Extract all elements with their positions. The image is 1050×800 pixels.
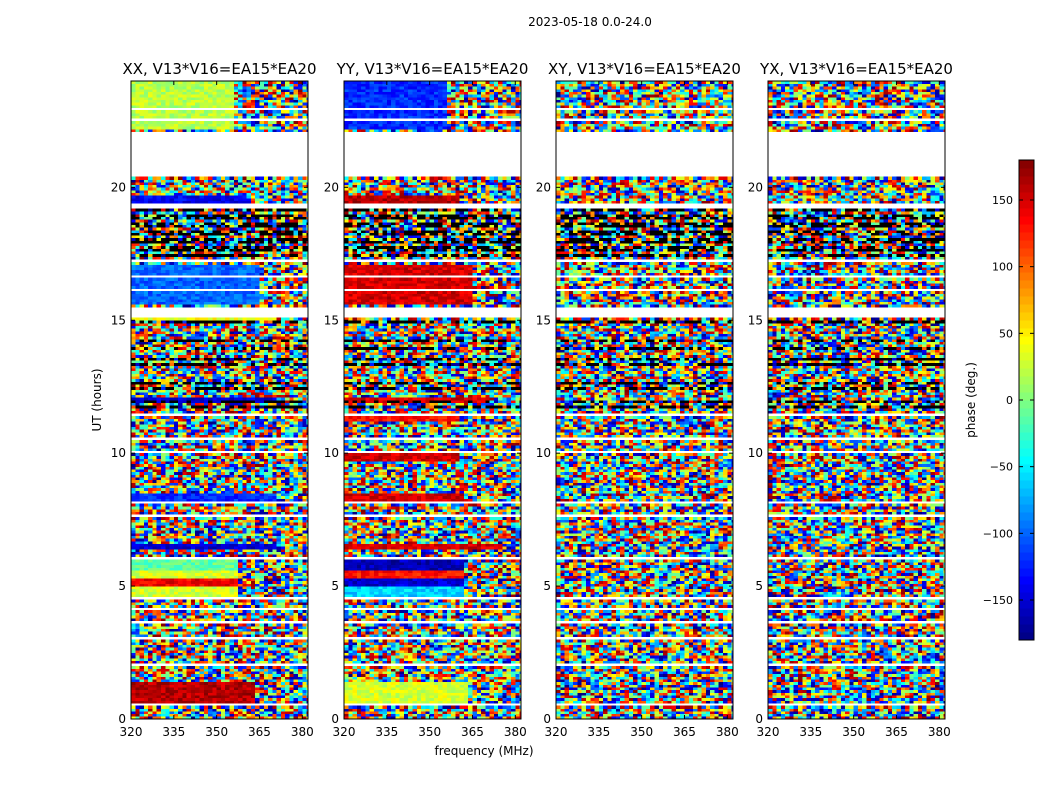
x-tick-label: 380 — [504, 725, 527, 739]
y-tick-label: 0 — [755, 712, 763, 726]
x-tick-label: 365 — [885, 725, 908, 739]
panel-2: YY, V13*V16=EA15*EA20 320 335 350 365 380 0 5 10… — [324, 60, 529, 739]
colorbar-label: phase (deg.) — [964, 362, 978, 438]
panel-frame — [130, 80, 309, 720]
y-tick-label: 0 — [543, 712, 551, 726]
y-tick-label: 20 — [536, 180, 551, 194]
y-tick-label: 10 — [111, 446, 126, 460]
phase-waterfall — [131, 81, 309, 720]
x-tick-label: 365 — [461, 725, 484, 739]
panels-group: XX, V13*V16=EA15*EA20 320 335 350 365 380 0 5 10… — [111, 60, 953, 739]
y-tick-label: 5 — [543, 579, 551, 593]
colorbar-tick-label: 50 — [999, 327, 1013, 340]
x-tick-label: 380 — [716, 725, 739, 739]
x-tick-label: 350 — [418, 725, 441, 739]
x-tick-label: 335 — [162, 725, 185, 739]
y-tick-label: 0 — [331, 712, 339, 726]
x-tick-label: 350 — [842, 725, 865, 739]
x-tick-label: 320 — [120, 725, 143, 739]
y-tick-label: 5 — [118, 579, 126, 593]
y-tick-label: 5 — [755, 579, 763, 593]
colorbar-tick-label: −50 — [990, 461, 1013, 474]
x-tick-label: 335 — [799, 725, 822, 739]
x-tick-label: 365 — [673, 725, 696, 739]
phase-waterfall — [556, 81, 734, 720]
x-tick-label: 380 — [291, 725, 314, 739]
y-tick-label: 0 — [118, 712, 126, 726]
y-tick-label: 10 — [536, 446, 551, 460]
x-tick-label: 320 — [333, 725, 356, 739]
phase-waterfall — [344, 81, 522, 720]
colorbar-tick-label: 0 — [1006, 394, 1013, 407]
x-tick-label: 320 — [545, 725, 568, 739]
x-tick-label: 320 — [757, 725, 780, 739]
panel-frame — [555, 80, 734, 720]
panel-4: YX, V13*V16=EA15*EA20 320 335 350 365 380 0 5 10… — [748, 60, 953, 739]
panel-1: XX, V13*V16=EA15*EA20 320 335 350 365 380 0 5 10… — [111, 60, 317, 739]
colorbar-tick-label: −150 — [983, 594, 1013, 607]
colorbar-gradient — [1019, 160, 1034, 641]
colorbar-tick-label: −100 — [983, 527, 1013, 540]
panel-title: YX, V13*V16=EA15*EA20 — [759, 60, 953, 78]
panel-title: XX, V13*V16=EA15*EA20 — [122, 60, 316, 78]
figure-title: 2023-05-18 0.0-24.0 — [528, 15, 652, 29]
panel-title: YY, V13*V16=EA15*EA20 — [336, 60, 529, 78]
colorbar: −150 −100 −50 0 50 100 150 — [983, 159, 1035, 641]
y-tick-label: 10 — [324, 446, 339, 460]
y-tick-label: 10 — [748, 446, 763, 460]
x-tick-label: 350 — [205, 725, 228, 739]
y-tick-label: 20 — [748, 180, 763, 194]
colorbar-tick-label: 150 — [992, 194, 1013, 207]
y-tick-label: 20 — [324, 180, 339, 194]
x-tick-label: 350 — [630, 725, 653, 739]
panel-title: XY, V13*V16=EA15*EA20 — [548, 60, 741, 78]
y-tick-label: 15 — [748, 313, 763, 327]
x-tick-label: 335 — [587, 725, 610, 739]
y-axis-label: UT (hours) — [90, 368, 104, 431]
panel-frame — [767, 80, 946, 720]
x-tick-label: 365 — [248, 725, 271, 739]
panel-frame — [343, 80, 522, 720]
x-tick-label: 335 — [375, 725, 398, 739]
panel-3: XY, V13*V16=EA15*EA20 320 335 350 365 380 0 5 10… — [536, 60, 741, 739]
y-tick-label: 15 — [536, 313, 551, 327]
y-tick-label: 20 — [111, 180, 126, 194]
colorbar-tick-label: 100 — [992, 261, 1013, 274]
y-tick-label: 5 — [331, 579, 339, 593]
x-tick-label: 380 — [928, 725, 951, 739]
y-tick-label: 15 — [324, 313, 339, 327]
phase-waterfall — [768, 81, 946, 720]
y-tick-label: 15 — [111, 313, 126, 327]
x-axis-label: frequency (MHz) — [434, 744, 533, 758]
